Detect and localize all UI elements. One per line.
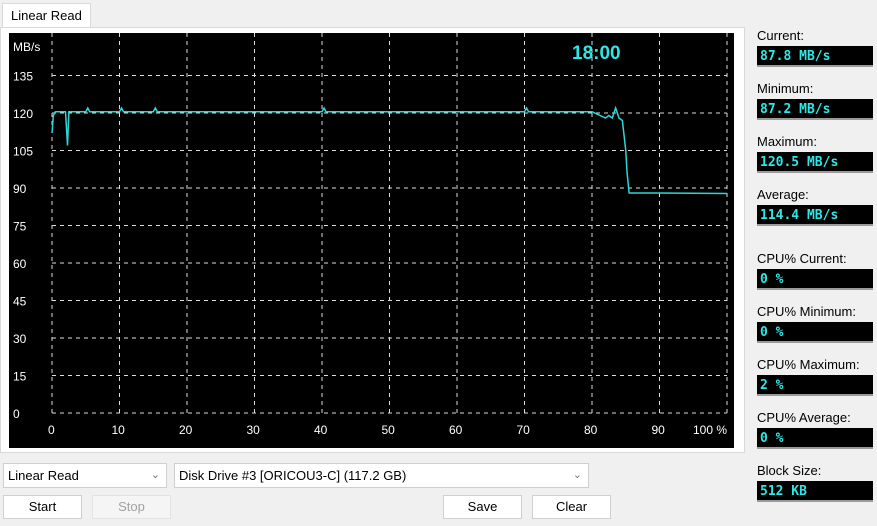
x-tick-label: 50 (382, 423, 396, 437)
stat-value: 120.5 MB/s (757, 152, 873, 173)
clear-button[interactable]: Clear (532, 495, 611, 519)
chart: 0 15 30 45 60 75 90 105 120 135 MB/s 0 10 20 30 40 50 60 7… (9, 33, 734, 448)
stat-value: 0 % (757, 322, 873, 343)
y-tick-label: 135 (13, 70, 33, 84)
stat-label: CPU% Average: (757, 410, 851, 425)
stat-value: 87.2 MB/s (757, 99, 873, 120)
y-axis-label: MB/s (13, 40, 40, 54)
x-tick-label: 20 (179, 423, 193, 437)
x-tick-label: 30 (247, 423, 261, 437)
drive-value: Disk Drive #3 [ORICOU3-C] (117.2 GB) (179, 468, 407, 483)
x-tick-label: 80 (584, 423, 598, 437)
y-tick-label: 60 (13, 257, 27, 271)
y-tick-label: 0 (13, 407, 20, 421)
stat-label: Average: (757, 187, 809, 202)
stat-value: 512 KB (757, 481, 873, 502)
chevron-down-icon: ⌄ (150, 469, 160, 481)
save-button[interactable]: Save (443, 495, 522, 519)
stat-label: Minimum: (757, 81, 814, 96)
y-tick-label: 15 (13, 370, 27, 384)
stat-value: 114.4 MB/s (757, 205, 873, 226)
start-button[interactable]: Start (3, 495, 82, 519)
timer: 18:00 (572, 43, 621, 64)
stat-value: 2 % (757, 375, 873, 396)
stat-value: 87.8 MB/s (757, 46, 873, 67)
stat-label: Block Size: (757, 463, 822, 478)
chart-svg: 0 15 30 45 60 75 90 105 120 135 MB/s 0 10 20 30 40 50 60 7… (13, 33, 728, 437)
series-line (51, 105, 728, 195)
stat-label: CPU% Minimum: (757, 304, 856, 319)
x-tick-label: 40 (314, 423, 328, 437)
stop-button[interactable]: Stop (92, 495, 171, 519)
stat-label: Current: (757, 28, 804, 43)
stat-value: 0 % (757, 428, 873, 449)
drive-select[interactable]: Disk Drive #3 [ORICOU3-C] (117.2 GB) ⌄ (174, 463, 589, 488)
y-tick-label: 90 (13, 182, 27, 196)
y-tick-label: 45 (13, 295, 27, 309)
stat-label: CPU% Maximum: (757, 357, 860, 372)
x-tick-label: 0 (48, 423, 55, 437)
tab-linear-read[interactable]: Linear Read (2, 3, 91, 28)
y-tick-label: 105 (13, 145, 33, 159)
x-tick-label: 70 (517, 423, 531, 437)
x-tick-label: 60 (449, 423, 463, 437)
x-tick-label: 10 (112, 423, 126, 437)
x-tick-label: 90 (652, 423, 666, 437)
y-tick-label: 75 (13, 220, 27, 234)
chevron-down-icon: ⌄ (572, 469, 582, 481)
x-tick-label: 100 % (693, 423, 727, 437)
stat-label: Maximum: (757, 134, 817, 149)
stat-value: 0 % (757, 269, 873, 290)
test-type-select[interactable]: Linear Read ⌄ (3, 463, 167, 488)
stat-label: CPU% Current: (757, 251, 847, 266)
test-type-value: Linear Read (8, 468, 79, 483)
y-tick-label: 30 (13, 332, 27, 346)
y-tick-label: 120 (13, 107, 33, 121)
